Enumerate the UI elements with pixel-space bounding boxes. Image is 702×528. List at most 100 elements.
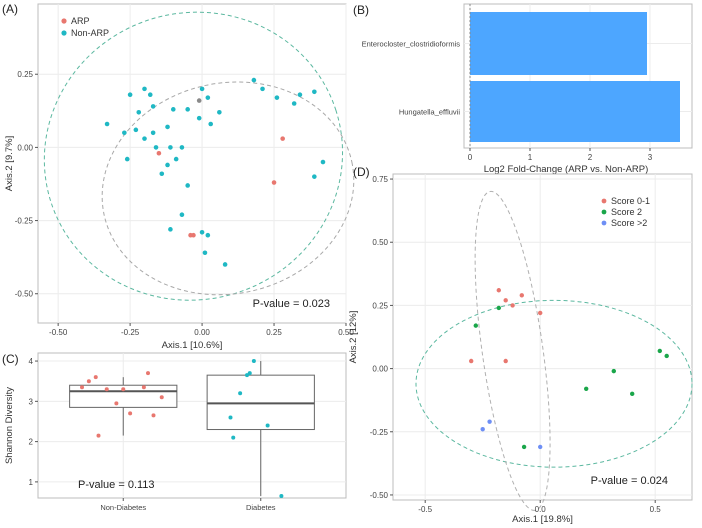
data-point <box>159 395 164 400</box>
y-tick-label: 2 <box>29 438 34 447</box>
data-point <box>251 77 257 83</box>
data-point <box>93 375 98 380</box>
x-tick-label: 1 <box>528 153 533 162</box>
panel-c: Non-Diabetes Diabetes 1 2 3 4 Shannon Diversit… <box>2 352 347 512</box>
data-point <box>245 373 249 378</box>
x-tick-label: 3 <box>648 153 653 162</box>
data-point <box>480 427 485 432</box>
y-tick-label: 0.50 <box>372 238 388 247</box>
panel-b: Enterocloster_clostridioformis Hungatella… <box>353 3 693 175</box>
legend-label: ARP <box>71 16 90 26</box>
data-point <box>205 95 211 100</box>
data-point <box>208 121 214 127</box>
data-point <box>312 174 317 179</box>
data-point <box>150 130 156 136</box>
data-point <box>205 232 211 238</box>
data-point <box>510 303 515 308</box>
data-point <box>104 121 110 127</box>
confidence-ellipse <box>415 299 693 468</box>
data-point <box>496 305 501 311</box>
data-point <box>104 387 109 392</box>
data-point <box>196 98 202 103</box>
data-point <box>611 368 616 374</box>
data-point <box>217 109 222 115</box>
x-tick-label: 0.25 <box>266 328 282 337</box>
x-axis-title: Log2 Fold-Change (ARP vs. Non-ARP) <box>484 164 649 175</box>
data-point <box>271 180 277 185</box>
data-point <box>199 86 205 92</box>
y-tick-label: 0.25 <box>372 301 388 310</box>
data-point <box>159 171 165 177</box>
legend-marker <box>61 30 67 36</box>
data-point <box>265 423 270 428</box>
data-point <box>202 250 208 256</box>
y-tick-label: -0.25 <box>15 217 34 226</box>
legend-marker <box>601 220 607 226</box>
data-point <box>584 386 589 392</box>
x-tick-label: -0.50 <box>49 328 68 337</box>
data-point <box>196 115 202 121</box>
data-point <box>469 358 474 364</box>
data-point <box>657 348 662 354</box>
data-point <box>503 358 508 364</box>
y-axis-title: Axis.2 [9.7%] <box>4 136 15 191</box>
y-tick-label: 3 <box>29 397 34 406</box>
confidence-ellipse <box>474 190 551 511</box>
panel-frame <box>37 3 347 324</box>
x-axis-title: Axis.1 [19.8%] <box>512 514 573 525</box>
bar <box>470 81 680 142</box>
data-point <box>133 127 139 133</box>
data-point <box>280 136 285 141</box>
legend-label: Score >2 <box>611 218 647 228</box>
legend-marker <box>61 18 67 24</box>
data-point <box>297 92 303 98</box>
x-tick-label: Non-Diabetes <box>100 503 146 512</box>
data-point <box>279 493 284 498</box>
y-tick-label: 0.00 <box>372 365 388 374</box>
p-value: P-value = 0.113 <box>78 479 155 491</box>
legend-label: Score 0-1 <box>611 196 650 206</box>
data-point <box>86 379 91 384</box>
data-point <box>170 107 176 112</box>
data-point <box>188 232 193 238</box>
data-point <box>141 385 146 390</box>
data-point <box>199 229 205 235</box>
legend-marker <box>601 209 607 215</box>
data-point <box>231 435 236 440</box>
x-tick-label: 0.0 <box>535 505 547 514</box>
y-axis-title: Shannon Diversity <box>4 387 15 464</box>
data-point <box>147 92 153 98</box>
legend-marker <box>601 198 607 204</box>
data-point <box>153 145 159 150</box>
data-point <box>136 109 142 115</box>
y-axis-title: Axis.2 [12%] <box>348 311 359 364</box>
data-point <box>179 145 185 150</box>
data-point <box>124 156 130 162</box>
p-value: P-value = 0.024 <box>591 475 668 487</box>
data-point <box>96 433 101 438</box>
data-point <box>247 371 252 376</box>
panel-d: -0.5 0.0 0.5 -0.50 -0.25 0.00 0.25 0.50 0.75 Axis… <box>348 165 693 525</box>
x-axis-title: Axis.1 [10.6%] <box>162 340 223 351</box>
data-point <box>320 159 326 165</box>
data-point <box>238 391 243 396</box>
data-point <box>146 371 150 376</box>
data-point <box>151 413 156 418</box>
panel-label: (A) <box>2 2 18 16</box>
data-point <box>128 411 133 416</box>
x-tick-label: -0.5 <box>418 505 432 514</box>
category-label: Hungatella_effluvii <box>399 108 460 117</box>
data-point <box>630 391 635 397</box>
box <box>206 374 315 431</box>
data-point <box>165 124 170 130</box>
data-point <box>179 212 185 218</box>
y-tick-label: 0.25 <box>17 70 33 79</box>
data-point <box>122 130 127 136</box>
data-point <box>521 444 527 450</box>
data-point <box>168 227 173 232</box>
data-point <box>222 262 228 267</box>
data-point <box>156 150 162 156</box>
panel-label: (C) <box>2 352 19 366</box>
confidence-ellipse <box>101 81 355 296</box>
